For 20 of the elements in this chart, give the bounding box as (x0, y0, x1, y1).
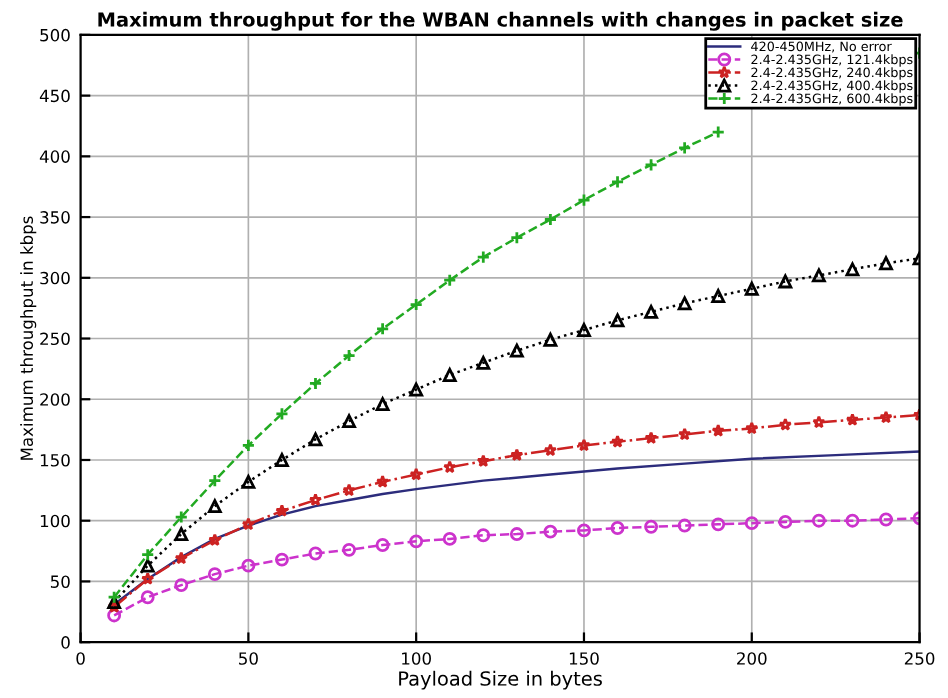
y-tick-label: 450 (39, 89, 70, 103)
x-tick-label: 150 (569, 652, 599, 665)
y-tick-label: 350 (40, 211, 70, 224)
y-tick-label: 200 (40, 393, 70, 406)
y-tick-label: 0 (61, 636, 70, 649)
x-tick-label: 200 (737, 652, 767, 665)
y-tick-label: 250 (40, 332, 70, 346)
y-tick-label: 100 (40, 514, 70, 528)
x-tick-label: 100 (402, 652, 431, 665)
x-tick-label: 0 (76, 652, 85, 665)
y-tick-label: 150 (40, 453, 70, 467)
y-tick-label: 500 (40, 28, 70, 42)
y-tick-label: 300 (40, 271, 70, 285)
y-tick-label: 50 (50, 575, 70, 588)
x-tick-label: 50 (239, 652, 258, 665)
x-tick-label: 250 (904, 652, 935, 665)
y-tick-label: 400 (39, 150, 70, 163)
chart-title: Maximum throughput for the WBAN channels with changes in packet size (98, 11, 903, 31)
y-axis-title: Maximum throughput in kbps (20, 216, 37, 460)
x-axis-title: Payload Size in bytes (399, 670, 602, 690)
